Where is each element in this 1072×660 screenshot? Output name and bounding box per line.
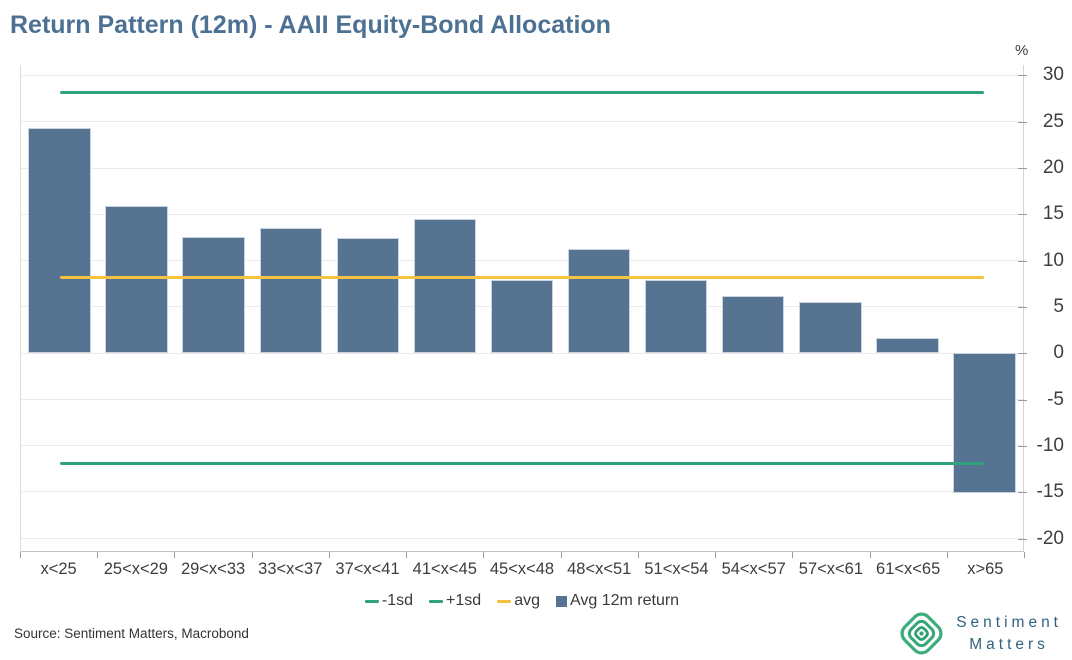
x-tick [715, 552, 717, 558]
y-tick-label: 20 [1042, 156, 1064, 178]
line-marker-icon [429, 599, 444, 603]
x-tick [251, 552, 253, 558]
chart-title: Return Pattern (12m) - AAII Equity-Bond … [10, 11, 611, 39]
x-axis-label: 54<x<57 [721, 560, 786, 578]
x-axis-label: x<25 [40, 560, 77, 578]
x-tick [97, 552, 99, 558]
y-tick [1018, 121, 1027, 123]
x-tick [483, 552, 485, 558]
x-axis-label: 57<x<61 [798, 560, 864, 578]
gridline [21, 398, 1023, 400]
x-axis-label: x>65 [967, 560, 1004, 578]
x-axis-label: 45<x<48 [489, 560, 555, 578]
x-tick [869, 552, 871, 558]
y-axis-unit-label: % [1015, 42, 1029, 59]
bar [567, 249, 631, 353]
x-axis: x<25 25<x<29 29<x<33 33<x<37 37<x<41 41<x<45 4… [20, 552, 1025, 582]
gridline [21, 75, 1023, 77]
brand-logo: Sentiment Matters [896, 610, 1064, 657]
x-axis-label: 48<x<51 [567, 560, 632, 578]
y-tick [1018, 353, 1027, 355]
y-tick [1018, 167, 1027, 169]
y-tick-label: 25 [1042, 110, 1064, 132]
y-tick-label: 15 [1042, 203, 1064, 225]
bar [490, 279, 554, 353]
legend-item: Avg 12m return [555, 592, 680, 610]
legend-label: Avg 12m return [569, 592, 680, 609]
bar [876, 337, 939, 353]
bar [413, 219, 477, 353]
legend-item: avg [497, 592, 540, 610]
x-tick [560, 552, 562, 558]
y-axis: 30 25 20 15 10 5 0 -5 -10 -15 -20 [1018, 64, 1064, 552]
x-axis-label: 41<x<45 [412, 560, 477, 578]
line-marker-icon [497, 599, 512, 603]
x-axis-label: 37<x<41 [335, 560, 400, 578]
x-axis-label: 29<x<33 [180, 560, 246, 578]
gridline [21, 213, 1023, 215]
legend-item: -1sd [364, 592, 414, 610]
bar [182, 237, 245, 353]
refline-+1sd [59, 91, 985, 95]
y-tick-label: -5 [1047, 388, 1064, 410]
y-tick-label: 30 [1042, 64, 1064, 86]
y-tick-label: 5 [1053, 295, 1064, 317]
bar [644, 280, 708, 353]
legend-label: -1sd [381, 592, 414, 609]
source-text: Source: Sentiment Matters, Macrobond [14, 626, 249, 641]
x-tick [946, 552, 948, 558]
x-tick [174, 552, 176, 558]
y-tick [1018, 399, 1027, 401]
gridline [21, 445, 1023, 447]
brand-logo-line1: Sentiment [956, 613, 1062, 631]
x-axis-label: 25<x<29 [103, 560, 168, 578]
gridline [21, 260, 1023, 262]
bar [722, 296, 785, 353]
bar [105, 205, 168, 353]
x-axis-label: 61<x<65 [876, 560, 941, 578]
bar [28, 127, 91, 353]
y-tick-label: -10 [1036, 434, 1064, 456]
x-tick [792, 552, 794, 558]
sentiment-matters-logo-icon [900, 612, 943, 655]
y-tick-label: -20 [1036, 527, 1064, 549]
gridline [21, 167, 1023, 169]
square-marker-icon [555, 595, 567, 607]
bar [336, 237, 400, 353]
x-tick [637, 552, 639, 558]
x-axis-label: 51<x<54 [644, 560, 709, 578]
y-tick-label: 10 [1042, 249, 1064, 271]
refline-avg [59, 276, 985, 280]
y-tick [1018, 538, 1027, 540]
y-tick [1018, 306, 1027, 308]
x-axis-label: 33<x<37 [258, 560, 323, 578]
y-tick-label: -15 [1036, 481, 1064, 503]
y-tick [1018, 214, 1027, 216]
bar [799, 301, 862, 353]
y-tick [1018, 445, 1027, 447]
x-tick [1024, 552, 1025, 558]
gridline [21, 121, 1023, 123]
y-tick [1018, 75, 1027, 77]
legend-label: +1sd [446, 592, 482, 609]
refline--1sd [59, 462, 985, 466]
y-tick [1018, 492, 1027, 494]
plot-area [20, 65, 1024, 552]
gridline [21, 491, 1023, 493]
x-tick [328, 552, 330, 558]
brand-logo-line2: Matters [969, 635, 1049, 653]
x-tick [20, 552, 21, 558]
gridline [21, 352, 1023, 354]
legend-label: avg [514, 592, 540, 609]
y-tick-label: 0 [1053, 342, 1064, 364]
legend: -1sd +1sd avg Avg 12m return [20, 591, 1024, 611]
x-tick [406, 552, 408, 558]
bar [953, 352, 1016, 494]
brand-logo-text: Sentiment Matters [956, 612, 1064, 655]
legend-item: +1sd [429, 592, 481, 610]
line-marker-icon [364, 599, 379, 603]
gridline [21, 537, 1023, 539]
y-tick [1018, 260, 1027, 262]
bar [259, 227, 322, 353]
